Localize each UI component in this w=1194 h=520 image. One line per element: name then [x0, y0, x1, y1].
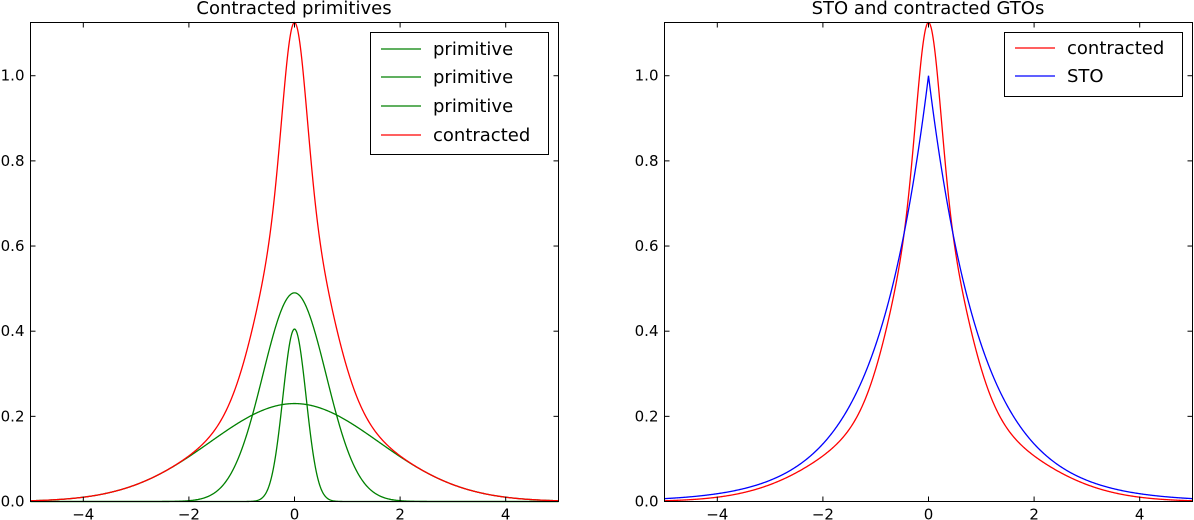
right-legend-label-sto: STO — [1067, 66, 1104, 87]
left-x-tick-label: 2 — [395, 506, 405, 520]
right-x-tick-label: −4 — [706, 506, 728, 520]
right-legend-box — [1004, 32, 1183, 97]
right-y-tick-label: 0.8 — [635, 152, 659, 170]
right-y-tick-label: 0.0 — [635, 493, 659, 511]
left-ticks-layer: −4 −2 0 2 4 0.0 0.2 0.4 0.6 0.8 1.0 — [1, 22, 559, 520]
left-y-tick-label: 0.8 — [1, 152, 25, 170]
left-legend-box — [370, 32, 549, 155]
right-y-tick-label: 0.2 — [635, 407, 659, 425]
right-x-tick-label: 2 — [1029, 506, 1039, 520]
left-legend-label-contracted: contracted — [433, 125, 530, 146]
left-y-tick-label: 0.0 — [1, 493, 25, 511]
left-y-tick-label: 0.6 — [1, 237, 25, 255]
left-legend-label-primitive-1: primitive — [433, 39, 513, 60]
right-ticks-layer: −4 −2 0 2 4 0.0 0.2 0.4 0.6 0.8 1.0 — [635, 22, 1193, 520]
left-legend: primitive primitive primitive contracted — [370, 32, 549, 155]
right-legend: contracted STO — [1004, 32, 1183, 97]
right-axes: STO and contracted GTOs −4 −2 0 2 4 0.0 0.2 0.4… — [635, 0, 1193, 520]
right-x-tick-label: −2 — [812, 506, 834, 520]
left-y-tick-label: 1.0 — [1, 67, 25, 85]
left-y-tick-label: 0.4 — [1, 322, 25, 340]
right-series-line-sto-2 — [664, 75, 1193, 500]
right-x-tick-label: 0 — [924, 506, 934, 520]
left-legend-label-primitive-3: primitive — [433, 96, 513, 117]
right-chart-title: STO and contracted GTOs — [812, 0, 1045, 19]
left-x-tick-label: 4 — [501, 506, 511, 520]
right-y-tick-label: 1.0 — [635, 67, 659, 85]
left-x-tick-label: −4 — [72, 506, 94, 520]
left-legend-label-primitive-2: primitive — [433, 67, 513, 88]
left-x-tick-label: −2 — [178, 506, 200, 520]
left-axes: Contracted primitives −4 −2 0 2 4 0.0 0.2 0.4 0.… — [1, 0, 559, 520]
right-y-tick-label: 0.4 — [635, 322, 659, 340]
left-y-tick-label: 0.2 — [1, 407, 25, 425]
right-legend-label-contracted: contracted — [1067, 38, 1164, 59]
left-chart-title: Contracted primitives — [196, 0, 391, 19]
right-y-tick-label: 0.6 — [635, 237, 659, 255]
left-x-tick-label: 0 — [290, 506, 300, 520]
right-x-tick-label: 4 — [1135, 506, 1145, 520]
